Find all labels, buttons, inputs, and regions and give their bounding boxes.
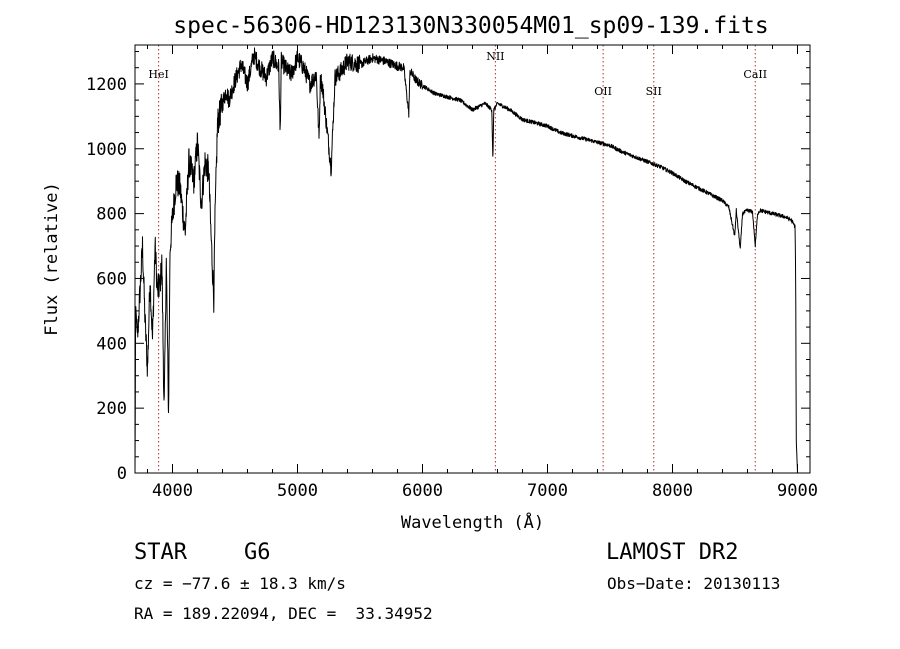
line-label-nii: NII — [486, 50, 504, 63]
x-tick-label-7000: 7000 — [527, 481, 568, 501]
y-tick-label-0: 0 — [117, 464, 127, 484]
x-tick-label-6000: 6000 — [402, 481, 443, 501]
survey-name: LAMOST DR2 — [606, 540, 739, 565]
x-tick-label-9000: 9000 — [777, 481, 818, 501]
sky-coordinates: RA = 189.22094, DEC = 33.34952 — [134, 604, 433, 623]
redshift-velocity: cz = −77.6 ± 18.3 km/s — [134, 574, 346, 593]
y-axis-label: Flux (relative) — [42, 182, 62, 336]
y-tick-label-800: 800 — [96, 205, 127, 225]
observation-date: Obs−Date: 20130113 — [607, 574, 781, 593]
y-tick-label-1000: 1000 — [86, 140, 127, 160]
line-label-hei: HeI — [148, 68, 168, 81]
x-tick-label-5000: 5000 — [277, 481, 318, 501]
y-tick-label-1200: 1200 — [86, 75, 127, 95]
spectral-subclass: G6 — [244, 540, 271, 565]
y-tick-label-400: 400 — [96, 334, 127, 354]
x-tick-label-8000: 8000 — [652, 481, 693, 501]
chart-title: spec-56306-HD123130N330054M01_sp09-139.f… — [173, 13, 768, 39]
x-tick-label-4000: 4000 — [152, 481, 193, 501]
line-label-oii: OII — [594, 85, 612, 98]
object-type: STAR — [134, 540, 187, 565]
line-label-sii: SII — [646, 85, 662, 98]
y-tick-label-200: 200 — [96, 399, 127, 419]
line-label-caii: CaII — [743, 68, 767, 81]
x-axis-label: Wavelength (Å) — [401, 511, 544, 533]
y-tick-label-600: 600 — [96, 269, 127, 289]
spectrum-series-line — [134, 47, 798, 474]
